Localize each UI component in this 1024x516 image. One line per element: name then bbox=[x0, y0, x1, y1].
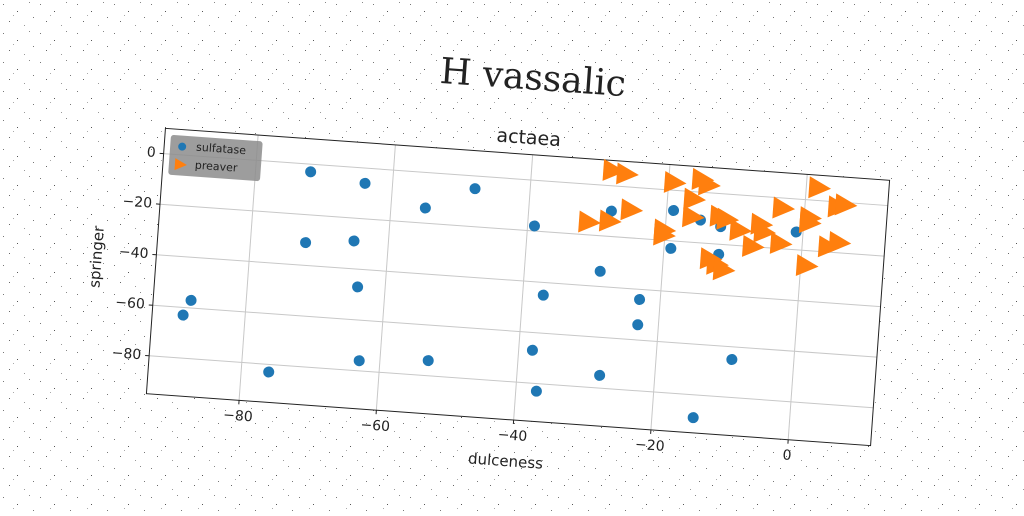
x-tick-label: −60 bbox=[360, 417, 391, 435]
chart-title: actaea bbox=[496, 125, 562, 152]
y-tick-label: −40 bbox=[118, 244, 149, 262]
x-tick-label: −40 bbox=[497, 427, 528, 445]
y-tick-label: −20 bbox=[122, 194, 153, 212]
y-tick-label: −60 bbox=[115, 295, 146, 313]
x-tick-label: −80 bbox=[223, 407, 254, 425]
y-tick-label: −80 bbox=[111, 345, 142, 363]
x-tick-label: −20 bbox=[634, 437, 665, 455]
y-tick-label: 0 bbox=[146, 144, 156, 161]
x-tick-label: 0 bbox=[782, 447, 792, 464]
